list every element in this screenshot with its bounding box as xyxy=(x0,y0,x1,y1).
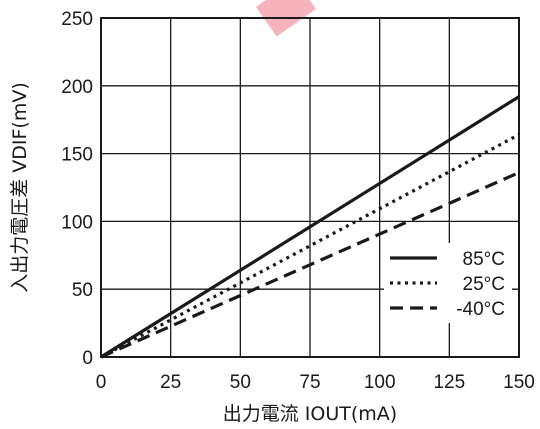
y-tick-label: 150 xyxy=(61,145,93,166)
legend-label-0: 85°C xyxy=(463,249,505,270)
x-tick-label: 75 xyxy=(299,372,320,393)
watermark-mark xyxy=(256,0,316,37)
x-axis-label: 出力電流 IOUT(mA) xyxy=(223,403,397,425)
y-tick-label: 50 xyxy=(72,280,93,301)
legend-label-2: -40°C xyxy=(456,299,505,320)
legend: 85°C 25°C -40°C xyxy=(384,243,512,323)
series-layer xyxy=(100,95,520,359)
y-tick-label: 250 xyxy=(61,9,93,30)
y-tick-label: 0 xyxy=(82,348,93,369)
x-tick-labels: 0 25 50 75 100 125 150 xyxy=(96,372,535,393)
y-tick-label: 200 xyxy=(61,77,93,98)
x-tick-label: 150 xyxy=(503,372,535,393)
x-tick-label: 50 xyxy=(230,372,251,393)
series-line-2 xyxy=(100,171,520,359)
x-tick-label: 125 xyxy=(433,372,465,393)
y-axis-label: 入出力電圧差 VDIF(mV) xyxy=(9,82,31,293)
y-tick-label: 100 xyxy=(61,212,93,233)
series-line-0 xyxy=(100,95,520,359)
plot-frame xyxy=(100,17,520,358)
y-tick-labels: 0 50 100 150 200 250 xyxy=(61,9,93,369)
x-tick-label: 100 xyxy=(364,372,396,393)
x-tick-label: 25 xyxy=(160,372,181,393)
x-tick-label: 0 xyxy=(96,372,107,393)
legend-label-1: 25°C xyxy=(463,274,505,295)
